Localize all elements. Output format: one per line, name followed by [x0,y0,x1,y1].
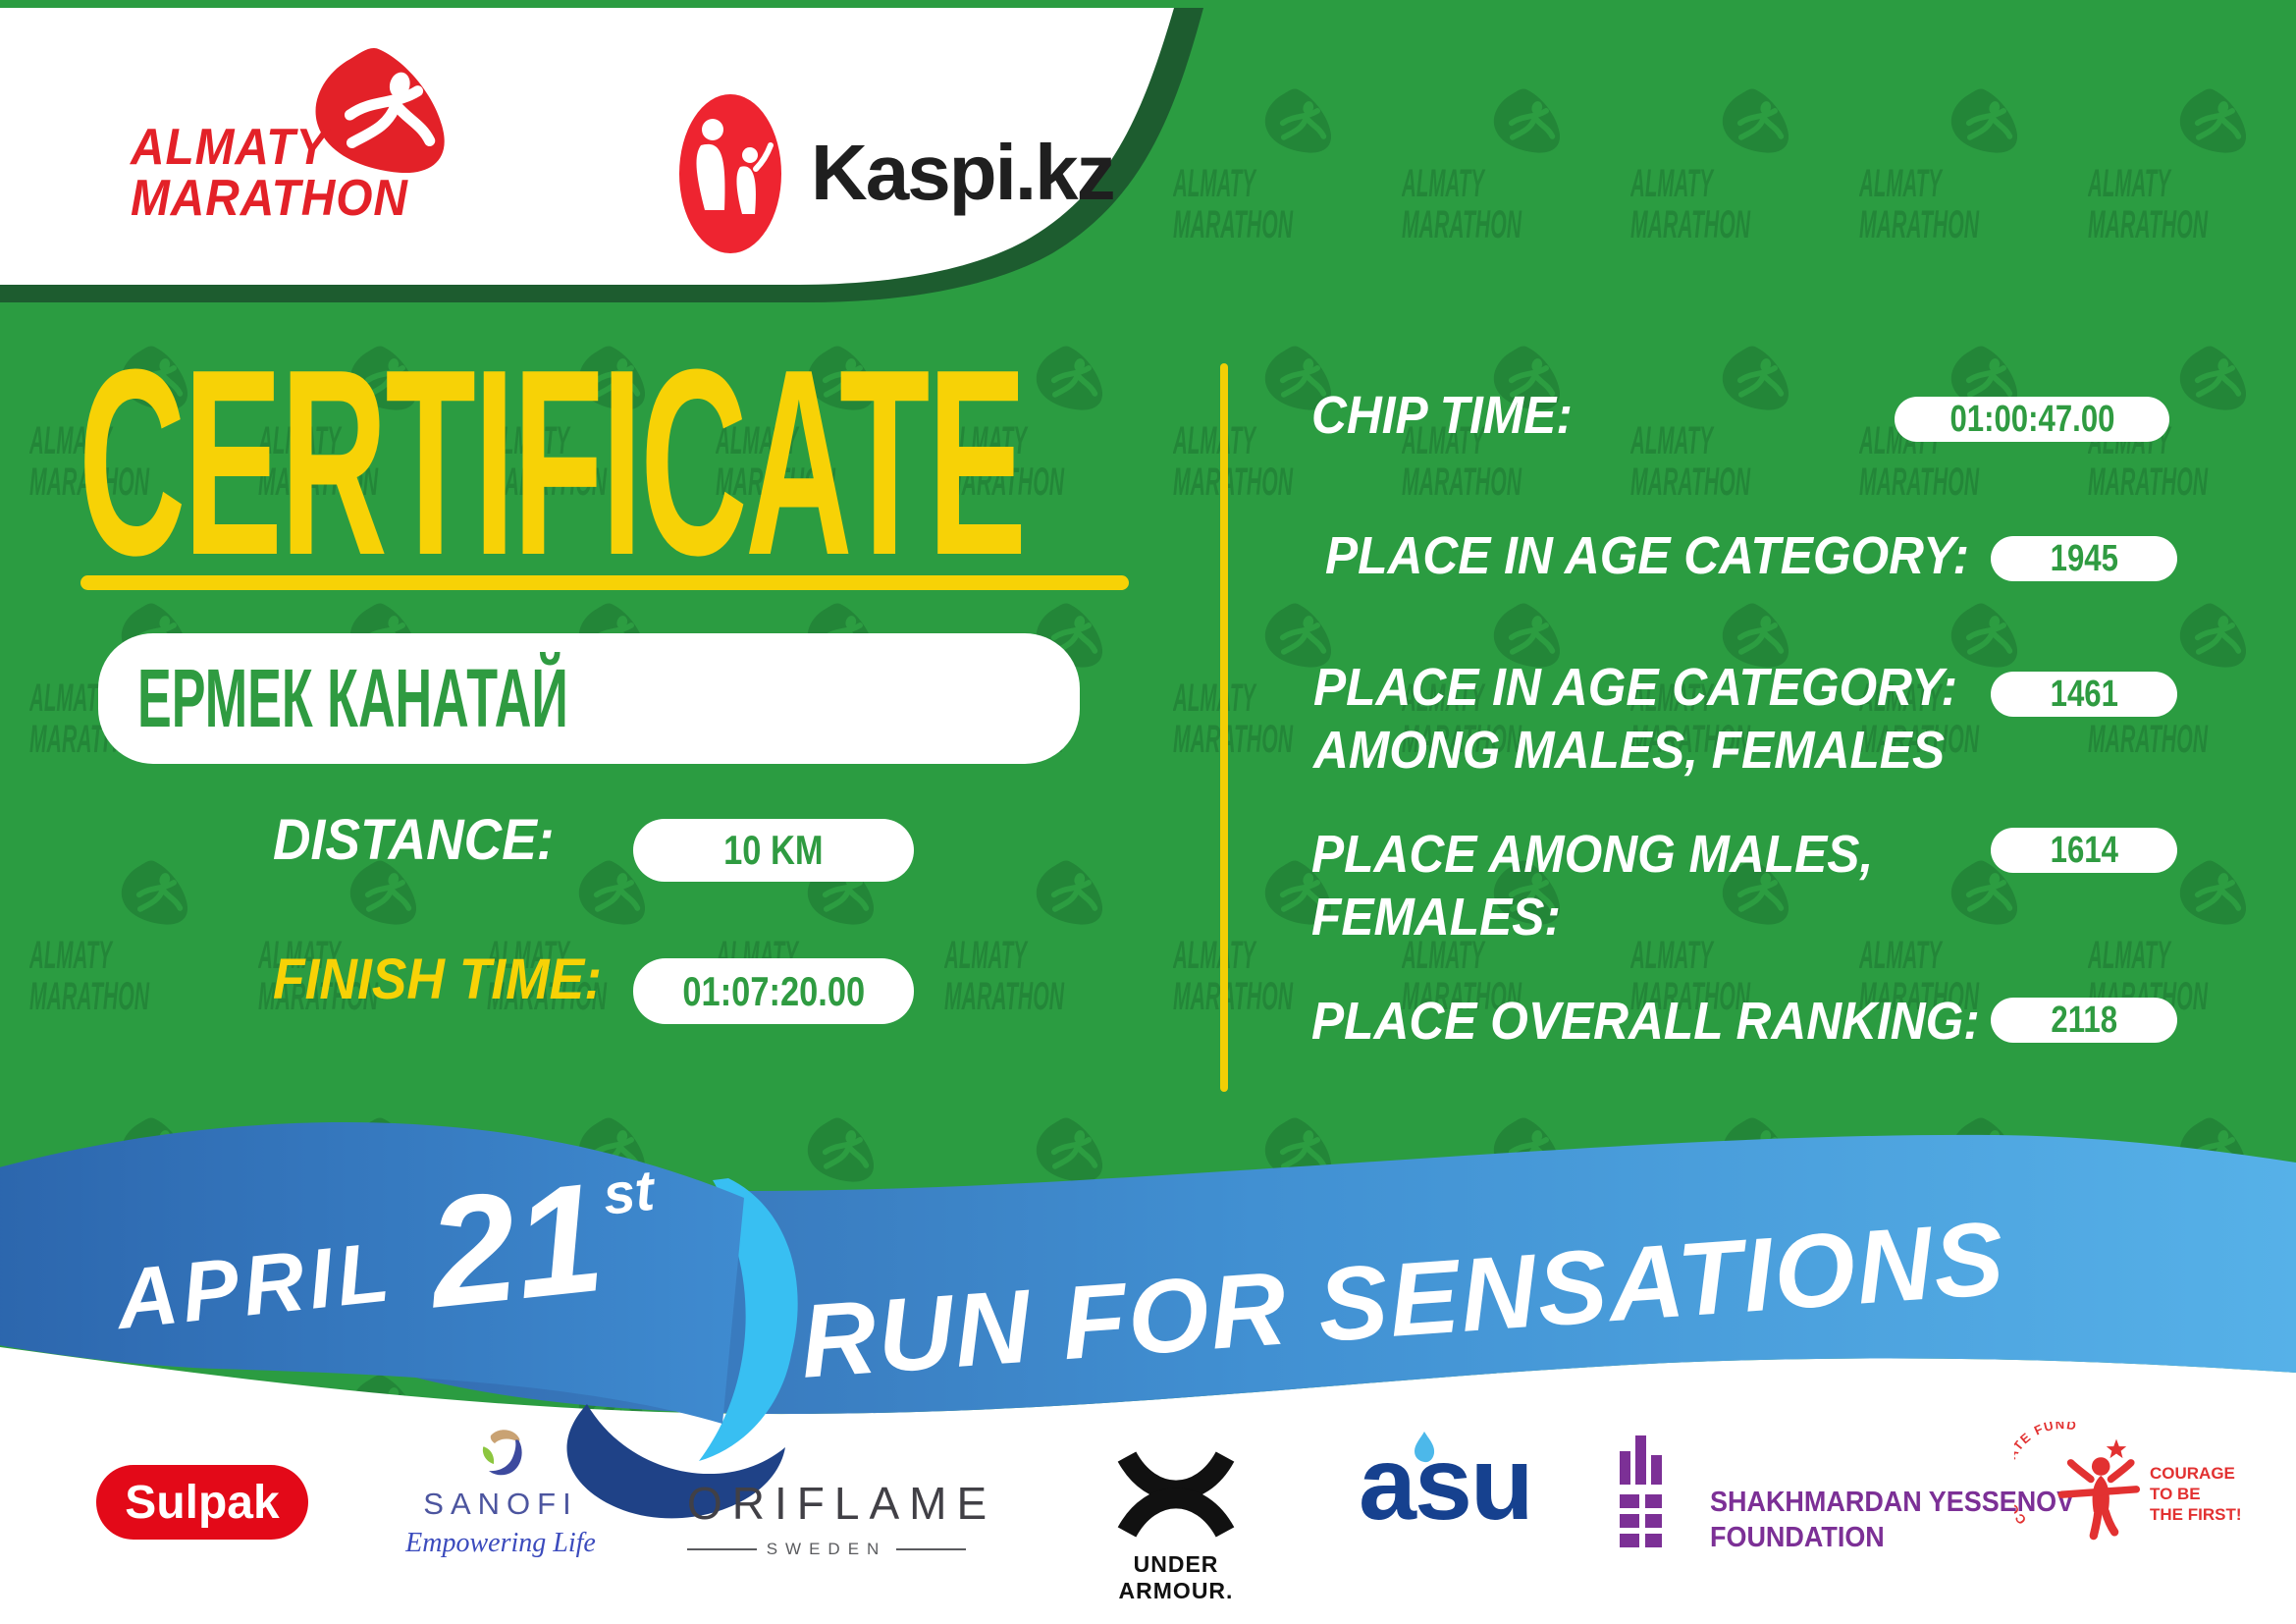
almaty-logo-line2: MARATHON [131,170,408,227]
label-line: PLACE AMONG MALES, [1311,825,1874,884]
ribbon-main-band [412,1134,2296,1415]
vertical-divider [1220,363,1228,1092]
finish-time-label: FINISH TIME: [273,947,602,1011]
place-age-category-gender-value-pill: 1461 [1991,672,2177,717]
sulpak-logo: Sulpak [96,1465,308,1540]
under-armour-logo: UNDER ARMOUR. [1088,1445,1264,1604]
place-age-category-label: PLACE IN AGE CATEGORY: [1325,524,1969,587]
place-age-category-value-pill: 1945 [1991,536,2177,581]
place-age-category-gender-value: 1461 [2050,673,2118,715]
yessenov-text-line2: FOUNDATION [1710,1522,1885,1553]
courage-text-line1: COURAGE [2150,1464,2235,1483]
finish-time-value-pill: 01:07:20.00 [633,958,914,1024]
place-age-category-value: 1945 [2050,537,2118,579]
distance-label: DISTANCE: [273,808,555,872]
title-underline [80,575,1129,590]
courage-star-icon [2106,1438,2127,1459]
sulpak-logo-text: Sulpak [125,1476,280,1529]
place-overall-ranking-value-pill: 2118 [1991,998,2177,1043]
label-line: PLACE OVERALL RANKING: [1311,992,1980,1051]
ribbon-date-band [0,1122,744,1424]
place-among-gender-value-pill: 1614 [1991,828,2177,873]
asu-logo: asu [1359,1426,1534,1542]
under-armour-icon [1117,1451,1235,1538]
place-overall-ranking-value: 2118 [2051,999,2117,1041]
chip-time-value-pill: 01:00:47.00 [1895,397,2169,442]
label-line: PLACE IN AGE CATEGORY: [1325,526,1970,585]
label-line: FEMALES: [1311,888,1561,947]
courage-runner-icon [2057,1457,2141,1541]
place-among-gender-label: PLACE AMONG MALES, FEMALES: [1311,823,1873,948]
finish-time-value: 01:07:20.00 [682,967,865,1014]
yessenov-foundation-icon [1620,1435,1662,1547]
header-white-shape [0,8,1174,285]
oriflame-logo: ORIFLAME SWEDEN [687,1477,997,1559]
kaspi-logo-icon [679,94,781,253]
courage-arc-text: CORPORATE FUND [2014,1422,2077,1528]
almaty-logo-line1: ALMATY [131,119,329,176]
chip-time-value: 01:00:47.00 [1949,398,2115,440]
sanofi-tagline: Empowering Life [405,1528,596,1558]
place-overall-ranking-label: PLACE OVERALL RANKING: [1311,990,1980,1053]
sanofi-logo-text: SANOFI [423,1487,578,1521]
asu-logo-text: asu [1359,1426,1534,1542]
ribbon: RUN FOR SENSATIONS APRIL 21 st [0,1122,2296,1624]
under-armour-text: UNDER ARMOUR. [1118,1551,1234,1603]
distance-value: 10 KM [723,827,824,873]
oriflame-sub-text: SWEDEN [766,1540,887,1558]
oriflame-rule-right [896,1548,966,1550]
oriflame-rule-left [687,1548,757,1550]
ribbon-date-suffix: st [600,1159,660,1227]
yessenov-foundation-logo: SHAKHMARDAN YESSENOV FOUNDATION [1620,1435,2102,1559]
ribbon-curl-shadow [566,1404,785,1519]
asu-droplet-icon [1415,1432,1435,1463]
courage-text-line3: THE FIRST! [2150,1505,2242,1524]
distance-value-pill: 10 KM [633,819,914,882]
page-title: CERTIFICATE [79,315,1027,611]
label-line: PLACE IN AGE CATEGORY: [1313,658,1958,717]
ribbon-fold [699,1178,798,1461]
label-line: CHIP TIME: [1311,386,1573,445]
chip-time-label: CHIP TIME: [1311,384,1573,447]
yessenov-text-line1: SHAKHMARDAN YESSENOV [1710,1487,2075,1518]
participant-name-field: ЕРМЕК КАНАТАЙ [98,633,1080,764]
sanofi-icon [482,1430,522,1476]
courage-fund-logo: CORPORATE FUND COURAGE TO BE THE FIRST! [2014,1422,2242,1549]
svg-text:CORPORATE FUND: CORPORATE FUND [2014,1422,2078,1528]
sanofi-logo: SANOFI Empowering Life [393,1426,609,1559]
participant-name: ЕРМЕК КАНАТАЙ [137,652,568,744]
kaspi-logo-text: Kaspi.kz [811,129,1116,216]
almaty-marathon-droplet-icon [315,48,445,174]
courage-text-line2: TO BE [2150,1485,2201,1503]
oriflame-logo-text: ORIFLAME [687,1478,997,1529]
label-line: AMONG MALES, FEMALES [1313,721,1946,780]
ribbon-date-day: 21 [418,1151,611,1341]
header-card [0,8,1203,302]
courage-fund-icon: CORPORATE FUND [2014,1422,2141,1541]
place-age-category-gender-label: PLACE IN AGE CATEGORY: AMONG MALES, FEMA… [1313,656,1957,782]
place-among-gender-value: 1614 [2050,829,2118,871]
